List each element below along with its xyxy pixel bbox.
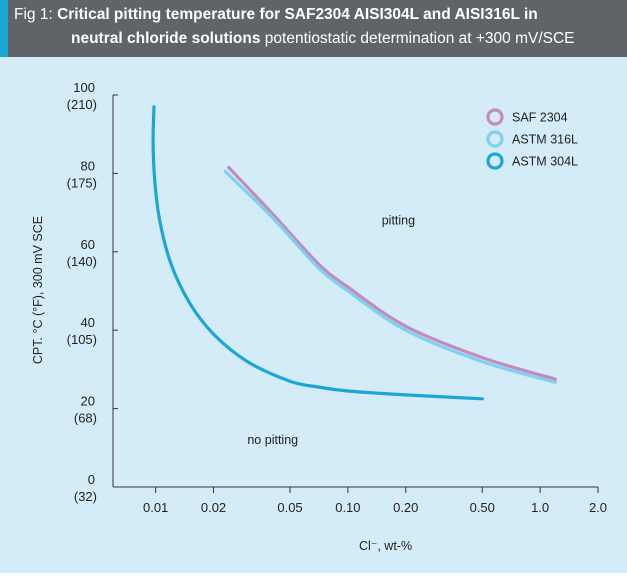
y-tick-label: 40	[81, 315, 95, 330]
y-tick-sublabel: (32)	[74, 489, 97, 504]
x-tick-label: 0.50	[470, 500, 495, 515]
region-label-pitting: pitting	[382, 213, 415, 227]
series-line-astm-304l	[151, 105, 484, 401]
caption-subtitle: potentiostatic determination at +300 mV/…	[260, 30, 575, 47]
caption-line-2: neutral chloride solutions potentiostati…	[71, 30, 575, 48]
caption-line-1: Fig 1: Critical pitting temperature for …	[14, 6, 538, 24]
legend-label-astm-316l: ASTM 316L	[512, 133, 578, 147]
y-tick-sublabel: (105)	[67, 332, 97, 347]
y-tick-sublabel: (140)	[67, 254, 97, 269]
caption-prefix: Fig 1:	[14, 6, 58, 23]
y-tick-label: 100	[73, 80, 95, 95]
y-tick-label: 60	[81, 237, 95, 252]
y-tick-label: 20	[81, 394, 95, 409]
caption-accent-stripe	[0, 0, 8, 57]
x-tick-label: 0.05	[277, 500, 302, 515]
series-line-saf-2304	[227, 165, 557, 381]
x-tick-label: 0.20	[393, 500, 418, 515]
x-tick-label: 0.02	[201, 500, 226, 515]
y-tick-sublabel: (68)	[74, 411, 97, 426]
legend-marker-astm-316l	[486, 130, 504, 148]
caption-title-bold-2: neutral chloride solutions	[71, 30, 261, 47]
y-tick-label: 0	[88, 472, 95, 487]
x-axis-title: Cl⁻, wt-%	[359, 539, 412, 553]
y-axis-title: CPT. °C (°F), 300 mV SCE	[31, 216, 45, 364]
x-tick-label: 0.01	[143, 500, 168, 515]
x-tick-label: 0.10	[335, 500, 360, 515]
legend-marker-saf-2304	[486, 108, 504, 126]
legend-label-saf-2304: SAF 2304	[512, 111, 568, 125]
x-tick-label: 2.0	[589, 500, 607, 515]
figure-caption-bar: Fig 1: Critical pitting temperature for …	[0, 0, 627, 57]
y-tick-sublabel: (175)	[67, 175, 97, 190]
series-line-astm-316l	[223, 169, 557, 384]
caption-title-bold-1: Critical pitting temperature for SAF2304…	[57, 6, 538, 23]
legend-marker-astm-304l	[486, 152, 504, 170]
region-label-no-pitting: no pitting	[247, 433, 298, 447]
y-tick-sublabel: (210)	[67, 97, 97, 112]
legend-label-astm-304l: ASTM 304L	[512, 155, 578, 169]
y-tick-label: 80	[81, 158, 95, 173]
x-tick-label: 1.0	[531, 500, 549, 515]
